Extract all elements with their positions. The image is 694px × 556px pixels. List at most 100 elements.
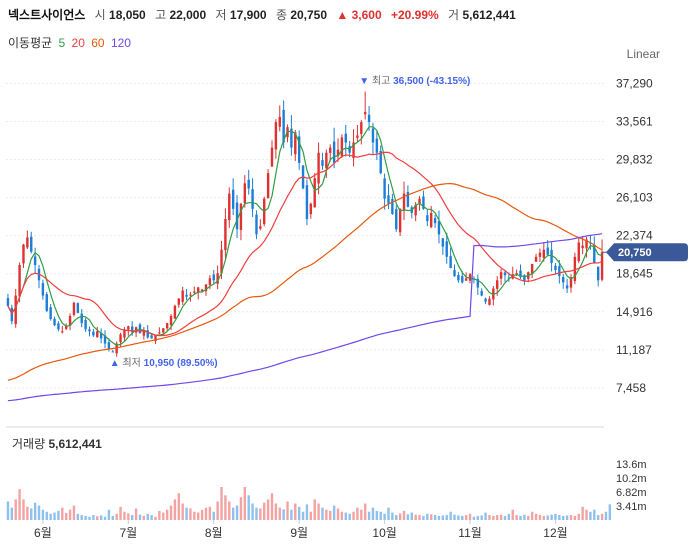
volume-bar (96, 516, 99, 520)
volume-bar (523, 514, 526, 520)
volume-bar (115, 513, 118, 520)
volume-bar (426, 513, 429, 520)
low-label: 최저 (122, 357, 143, 369)
volume-bar (573, 515, 577, 520)
volume-bar (80, 515, 83, 520)
candle-body (173, 305, 177, 319)
candle-body (197, 287, 200, 293)
y-tick-label: 18,645 (616, 267, 653, 281)
volume-bar (329, 510, 332, 520)
volume-bar (317, 503, 320, 520)
volume-bar (130, 515, 134, 520)
candle-body (317, 152, 320, 184)
candle-body (329, 147, 332, 153)
candle-body (30, 236, 33, 252)
scale-toggle[interactable]: Linear (626, 47, 660, 61)
candle-body (41, 283, 45, 296)
candle-body (367, 114, 371, 123)
candle-body (437, 221, 441, 235)
volume-bar (177, 493, 181, 520)
volume-bar (352, 511, 355, 520)
candle-body (92, 331, 95, 336)
volume-bar (197, 512, 200, 520)
volume-bar (406, 514, 410, 520)
volume-bar (127, 513, 130, 520)
change-value: ▲ 3,600 (336, 8, 381, 22)
volume-bar (410, 512, 413, 520)
candle-body (585, 239, 588, 249)
high-label: 고 (155, 8, 167, 22)
volume-bar (208, 506, 212, 520)
ma5-label[interactable]: 5 (58, 36, 66, 50)
candle-body (309, 203, 313, 215)
candle-body (239, 203, 243, 230)
candle-body (530, 263, 534, 275)
volume-bar (123, 511, 126, 520)
volume-bar (433, 515, 437, 520)
candle-body (476, 278, 480, 288)
volume-bar (200, 509, 204, 520)
candle-body (228, 193, 231, 221)
volume-bar (507, 513, 511, 520)
volume-bar (437, 515, 441, 520)
change-percent: +20.99% (390, 8, 439, 22)
volume-bar (336, 508, 340, 520)
ma20-label[interactable]: 20 (71, 36, 85, 50)
volume-bar (476, 515, 480, 520)
volume-bar (37, 505, 41, 520)
candle-body (313, 178, 316, 208)
volume-bar (546, 515, 549, 520)
volume-bar (344, 512, 347, 520)
moving-average-label: 이동평균 (8, 36, 53, 50)
volume-bar (185, 507, 188, 520)
ma60-label[interactable]: 60 (91, 36, 105, 50)
candle-body (169, 316, 173, 326)
volume-bar (99, 515, 103, 520)
volume-bar (61, 507, 64, 520)
volume-bar (88, 516, 91, 520)
volume-bar (181, 503, 184, 520)
candle-body (200, 289, 204, 292)
candle-body (154, 335, 157, 342)
volume-bar (608, 504, 612, 520)
volume-bar (134, 508, 138, 520)
candle-body (433, 218, 437, 224)
volume-bar (49, 513, 52, 520)
ma120-label[interactable]: 120 (110, 36, 131, 50)
candle-body (538, 252, 542, 257)
volume-bar (429, 514, 433, 520)
candle-body (235, 202, 239, 230)
volume-bar (332, 505, 336, 520)
volume-bar (169, 505, 173, 520)
candle-body (6, 297, 10, 306)
moving-average-legend[interactable]: 이동평균 5 20 60 120 (8, 34, 134, 51)
volume-bar (270, 493, 274, 520)
volume-bar (294, 503, 297, 520)
candle-body (99, 332, 103, 339)
volume-bar (418, 515, 421, 520)
candle-body (383, 178, 386, 199)
volume-bar (464, 515, 468, 520)
volume-bar (286, 501, 289, 520)
current-price-label: 20,750 (618, 247, 652, 259)
volume-bar (212, 511, 215, 520)
volume-bar (445, 515, 448, 520)
volume-bar (103, 516, 107, 520)
candle-body (387, 195, 390, 204)
volume-bar (321, 507, 324, 520)
candle-body (499, 272, 503, 279)
candle-body (418, 198, 421, 204)
candle-body (534, 256, 538, 262)
volume-bar (45, 511, 48, 520)
volume-bar (138, 514, 142, 520)
y-tick-label: 7,458 (616, 381, 646, 395)
x-tick-label: 10월 (372, 526, 396, 540)
candle-body (360, 122, 363, 134)
x-tick-label: 7월 (119, 526, 137, 540)
volume-bar (519, 515, 522, 520)
volume-bar (503, 515, 507, 520)
volume-bar (593, 509, 596, 520)
volume-bar (371, 507, 375, 520)
volume-bar (301, 511, 305, 520)
